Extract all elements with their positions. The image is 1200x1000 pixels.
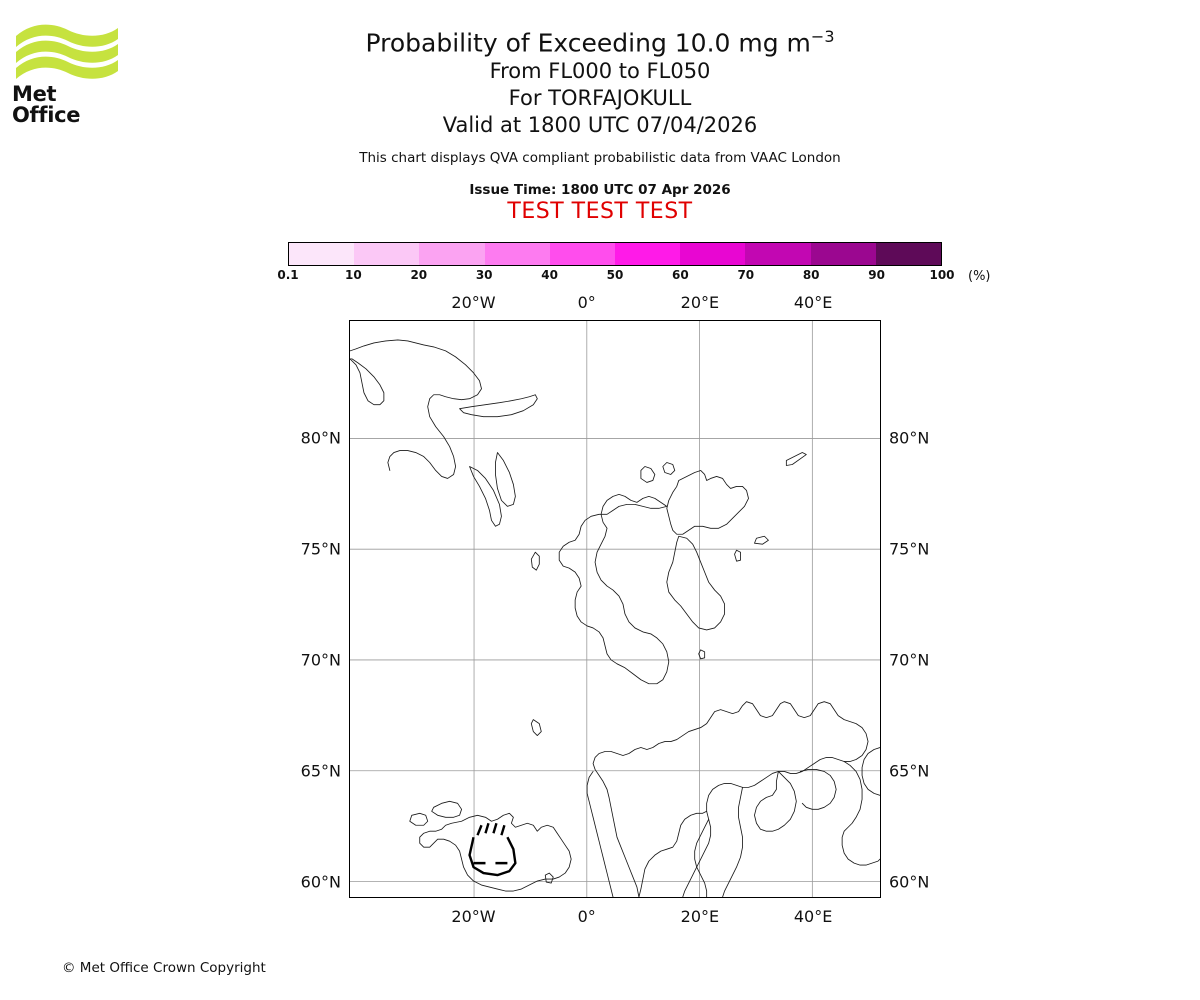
probability-map[interactable] — [349, 320, 881, 898]
flight-level-line: From FL000 to FL050 — [489, 59, 711, 84]
met-office-logo-text: Met Office — [12, 82, 81, 127]
colorbar-bands — [288, 242, 942, 266]
map-ytick-right-1: 75°N — [889, 539, 930, 559]
colorbar-tick-70: 70 — [737, 268, 755, 282]
colorbar-band-5 — [615, 243, 681, 265]
colorbar-tick-60: 60 — [672, 268, 689, 282]
valid-time-line: Valid at 1800 UTC 07/04/2026 — [442, 113, 758, 138]
map-xtick-bottom-1: 0° — [577, 907, 596, 926]
volcano-name-line: For TORFAJOKULL — [508, 86, 692, 111]
map-xtick-top-3: 40°E — [793, 293, 833, 312]
copyright-notice: © Met Office Crown Copyright — [62, 960, 266, 976]
colorbar-band-4 — [549, 243, 616, 265]
colorbar-tick-30: 30 — [475, 268, 493, 282]
map-ytick-left-2: 70°N — [300, 650, 341, 670]
map-ytick-right-0: 80°N — [889, 428, 930, 448]
map-xtick-bottom-0: 20°W — [451, 907, 496, 926]
torfajokull-volcano-marker — [468, 822, 517, 877]
colorbar-tick-50: 50 — [606, 268, 624, 282]
probability-colorbar — [288, 242, 942, 266]
page-title-text: Probability of Exceeding 10.0 mg m — [365, 28, 811, 58]
header-block: Probability of Exceeding 10.0 mg m−3 Fro… — [0, 22, 1200, 225]
map-gridlines — [350, 321, 880, 897]
colorbar-tick-80: 80 — [802, 268, 820, 282]
met-office-logo: Met Office — [12, 20, 122, 126]
colorbar-tick-100: 100 — [929, 268, 955, 282]
coastlines — [350, 339, 880, 897]
test-banner: TEST TEST TEST — [507, 199, 693, 225]
map-ytick-left-0: 80°N — [300, 428, 341, 448]
page-title-exponent: −3 — [810, 27, 835, 46]
qva-note: This chart displays QVA compliant probab… — [359, 150, 841, 167]
map-xtick-top-1: 0° — [577, 293, 596, 312]
colorbar-band-3 — [484, 243, 550, 265]
colorbar-band-1 — [354, 243, 420, 265]
map-xtick-bottom-3: 40°E — [793, 907, 833, 926]
colorbar-band-8 — [810, 243, 876, 265]
colorbar-band-0 — [289, 243, 355, 265]
colorbar-band-9 — [875, 243, 942, 265]
map-xtick-top-2: 20°E — [680, 293, 720, 312]
map-xtick-top-0: 20°W — [451, 293, 496, 312]
map-ytick-left-1: 75°N — [300, 539, 341, 559]
colorbar-band-6 — [680, 243, 746, 265]
map-ytick-right-2: 70°N — [889, 650, 930, 670]
issue-time: Issue Time: 1800 UTC 07 Apr 2026 — [469, 182, 731, 199]
page-title: Probability of Exceeding 10.0 mg m−3 — [0, 22, 1200, 58]
colorbar-unit-label: (%) — [968, 269, 991, 284]
colorbar-band-7 — [745, 243, 811, 265]
map-ytick-left-3: 65°N — [300, 761, 341, 781]
colorbar-tick-0.1: 0.1 — [277, 268, 299, 282]
colorbar-tick-10: 10 — [345, 268, 362, 282]
colorbar-tick-40: 40 — [541, 268, 558, 282]
colorbar-tick-20: 20 — [410, 268, 428, 282]
colorbar-tick-90: 90 — [868, 268, 885, 282]
colorbar-band-2 — [419, 243, 485, 265]
colorbar-tick-labels: 0.1 10 20 30 40 50 60 70 80 90 100 — [277, 268, 954, 288]
map-ytick-right-4: 60°N — [889, 872, 930, 892]
map-xtick-bottom-2: 20°E — [680, 907, 720, 926]
map-ytick-left-4: 60°N — [300, 872, 341, 892]
met-office-wave-icon — [16, 24, 118, 79]
map-ytick-right-3: 65°N — [889, 761, 930, 781]
